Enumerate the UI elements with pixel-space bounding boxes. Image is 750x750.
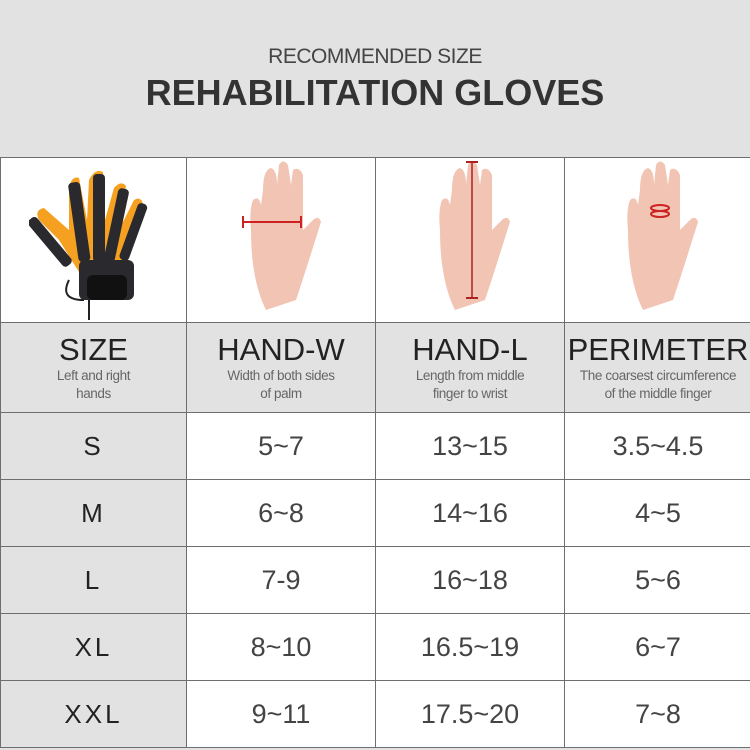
hand-length-cell bbox=[375, 157, 565, 323]
header-row: SIZE Left and right hands HAND-W Width of b… bbox=[0, 322, 750, 413]
perimeter-cell: 3.5~4.5 bbox=[564, 412, 750, 480]
hand-w-cell: 6~8 bbox=[186, 479, 376, 547]
glove-cell bbox=[0, 157, 187, 323]
hand-width-measure-icon bbox=[242, 161, 321, 310]
size-cell: S bbox=[0, 412, 187, 480]
rehabilitation-glove-icon bbox=[28, 171, 147, 320]
size-cell: M bbox=[0, 479, 187, 547]
hand-w-cell: 9~11 bbox=[186, 680, 376, 748]
perimeter-cell: 4~5 bbox=[564, 479, 750, 547]
column-header-hand-w: HAND-W Width of both sides of palm bbox=[186, 322, 376, 413]
perimeter-cell: 5~6 bbox=[564, 546, 750, 614]
size-table: SIZE Left and right hands HAND-W Width of b… bbox=[0, 157, 750, 748]
image-row bbox=[0, 157, 750, 323]
hand-l-cell: 13~15 bbox=[375, 412, 565, 480]
perimeter-cell: 7~8 bbox=[564, 680, 750, 748]
hand-w-cell: 7-9 bbox=[186, 546, 376, 614]
hand-l-cell: 16~18 bbox=[375, 546, 565, 614]
column-header-size: SIZE Left and right hands bbox=[0, 322, 187, 413]
size-cell: XL bbox=[0, 613, 187, 681]
perimeter-cell bbox=[564, 157, 750, 323]
hand-l-cell: 14~16 bbox=[375, 479, 565, 547]
hand-l-cell: 16.5~19 bbox=[375, 613, 565, 681]
hand-l-cell: 17.5~20 bbox=[375, 680, 565, 748]
hand-width-cell bbox=[186, 157, 376, 323]
header: RECOMMENDED SIZE REHABILITATION GLOVES bbox=[0, 0, 750, 157]
size-cell: XXL bbox=[0, 680, 187, 748]
table-row: XL 8~10 16.5~19 6~7 bbox=[0, 613, 750, 681]
table-row: XXL 9~11 17.5~20 7~8 bbox=[0, 680, 750, 748]
title: REHABILITATION GLOVES bbox=[145, 72, 605, 113]
size-cell: L bbox=[0, 546, 187, 614]
hand-w-cell: 5~7 bbox=[186, 412, 376, 480]
table-row: M 6~8 14~16 4~5 bbox=[0, 479, 750, 547]
hand-length-measure-icon bbox=[439, 161, 510, 310]
table-row: L 7-9 16~18 5~6 bbox=[0, 546, 750, 614]
perimeter-cell: 6~7 bbox=[564, 613, 750, 681]
column-header-perimeter: PERIMETER The coarsest circumference of th… bbox=[564, 322, 750, 413]
finger-perimeter-measure-icon bbox=[627, 161, 698, 310]
table-row: S 5~7 13~15 3.5~4.5 bbox=[0, 412, 750, 480]
hand-w-cell: 8~10 bbox=[186, 613, 376, 681]
column-header-hand-l: HAND-L Length from middle finger to wrist bbox=[375, 322, 565, 413]
subtitle: RECOMMENDED SIZE bbox=[268, 45, 482, 68]
